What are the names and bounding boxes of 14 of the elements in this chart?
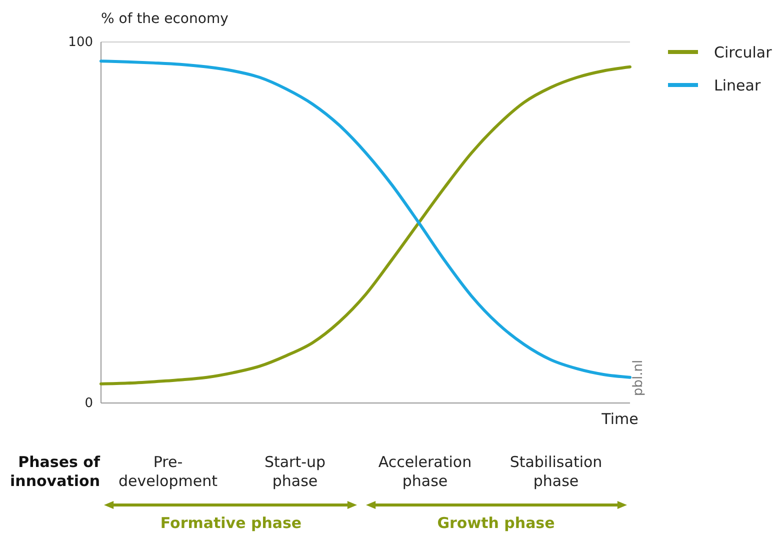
- text: Acceleration phase: [378, 453, 472, 490]
- text: Phases of innovation: [10, 453, 100, 490]
- text: pbl.nl: [631, 360, 646, 396]
- text: Growth phase: [437, 514, 555, 532]
- y-axis-title: % of the economy: [101, 11, 228, 27]
- legend-label: Linear: [714, 76, 762, 94]
- y-tick-label: 0: [84, 396, 93, 412]
- text: Start-up phase: [264, 453, 326, 490]
- x-axis-title: Time: [600, 410, 638, 428]
- y-tick-label: 100: [68, 35, 93, 50]
- legend-label: Circular: [714, 43, 773, 62]
- text: Pre- development: [118, 453, 218, 490]
- text: Stabilisation phase: [510, 453, 602, 490]
- text: Formative phase: [160, 514, 302, 532]
